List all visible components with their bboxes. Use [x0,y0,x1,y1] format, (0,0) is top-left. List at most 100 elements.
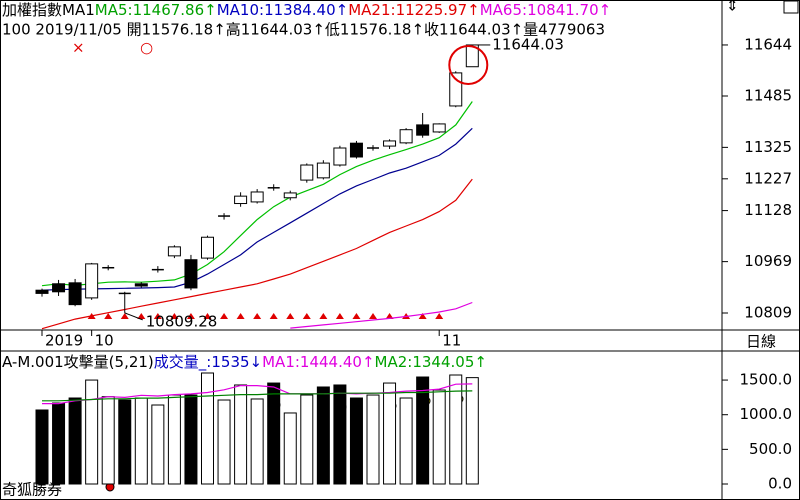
info-line: 100 2019/11/05 開11576.18↑高11644.03↑低1157… [2,21,605,39]
ma-line [41,178,473,330]
signal-triangle [369,313,377,319]
annotation: 11644.03 [492,35,564,53]
signal-triangle [286,313,295,319]
candle-body [167,246,181,257]
y-tick-label: 10969 [744,252,792,270]
header-arrow: ↑ [204,1,217,19]
corner-button[interactable] [783,0,799,14]
highlight-circle [448,44,489,85]
signal-triangle [418,313,427,319]
volume-bar [52,402,66,485]
candle-body [68,282,82,306]
volume-bar [118,399,132,485]
signal-triangle [120,313,129,319]
signal-triangle [220,313,229,319]
volume-bar [465,377,479,485]
y-tick-label: 11644 [744,35,792,53]
candle-body [201,236,214,259]
volume-bar [85,379,99,485]
volume-bar [68,397,82,485]
y-tick-label: 10809 [744,303,792,321]
candle-body [416,124,430,136]
volume-bar [151,404,165,485]
header-item: MA10:11384.40 [217,1,336,19]
signal-marker: × [72,39,85,57]
candle-body [333,147,347,166]
candle-body [184,259,198,289]
signal-triangle [435,313,444,319]
volume-bar [101,396,115,485]
header-item: 加權指數 [2,1,62,19]
header-arrow: ↑ [474,353,487,371]
ma-line [41,127,473,291]
candle-body [349,142,363,158]
signal-triangle [153,313,162,319]
header-arrow: ↑ [362,353,375,371]
header-item: 成交量_:1535 [154,353,250,372]
signal-triangle [335,313,344,319]
volume-bar [234,384,248,485]
period-label[interactable]: 日線 [746,333,776,351]
volume-title: A-M.001攻擊量(5,21) [2,353,154,371]
candle-body [250,191,264,203]
footer: 奇狐勝券 [2,481,62,499]
candle-body [465,44,479,68]
signal-triangle [186,313,195,319]
header-item: MA5:11467.86 [95,1,204,19]
volume-bar [432,389,446,485]
header-arrow: ↑ [599,1,612,19]
volume-bar [283,412,297,485]
candle-body [432,123,446,133]
candle-body [134,283,148,287]
header-item: MA1 [62,1,95,19]
candle-body [52,283,66,293]
y-tick-label: 11485 [744,87,792,105]
y-tick-label: 1500.0 [740,371,793,389]
candle-body [300,164,314,181]
ma-line [42,383,473,405]
volume-bar [250,398,264,485]
volume-bar [449,374,463,485]
candle-body [449,72,463,107]
annotation: 10809.28 [146,312,218,330]
volume-bar [399,397,413,485]
scroll-icon[interactable]: ⇕ [726,0,739,15]
volume-bar [316,386,330,485]
y-tick-label: 500.0 [749,440,792,458]
ma-line [290,301,473,329]
signal-triangle [170,313,179,319]
volume-bar [300,394,314,485]
volume-bar [383,382,397,485]
signal-triangle [137,313,146,319]
x-tick-label: 2019 [45,332,83,350]
volume-bar [184,394,198,485]
signal-triangle [269,313,278,319]
signal-marker: ○ [140,39,153,57]
ma-line [42,390,473,402]
annotation-leader [124,312,143,321]
candle-body [85,263,99,299]
signal-triangle [302,313,311,319]
candle-body [234,195,248,205]
volume-bar [35,409,49,485]
signal-triangle [104,313,113,319]
volume-bar [167,394,181,485]
volume-bar [366,394,380,485]
candle-body [316,162,330,179]
header-item: MA65:10841.70 [480,1,599,19]
volume-bar [267,382,281,485]
volume-header: A-M.001攻擊量(5,21)成交量_:1535↓MA1:1444.40↑MA… [2,353,487,372]
header-arrow: ↑ [336,1,349,19]
volume-bar [416,376,430,485]
header: 加權指數MA1MA5:11467.86↑MA10:11384.40↑MA21:1… [2,1,611,19]
candle-body [399,129,413,144]
y-tick-label: 11325 [744,138,792,156]
y-tick-label: 11227 [744,169,792,187]
volume-bar [333,384,347,485]
signal-triangle [385,313,394,319]
signal-triangle [236,313,245,319]
header-item: MA1:1444.40 [262,353,362,371]
signal-triangle [203,313,212,319]
candle-body [283,192,297,199]
